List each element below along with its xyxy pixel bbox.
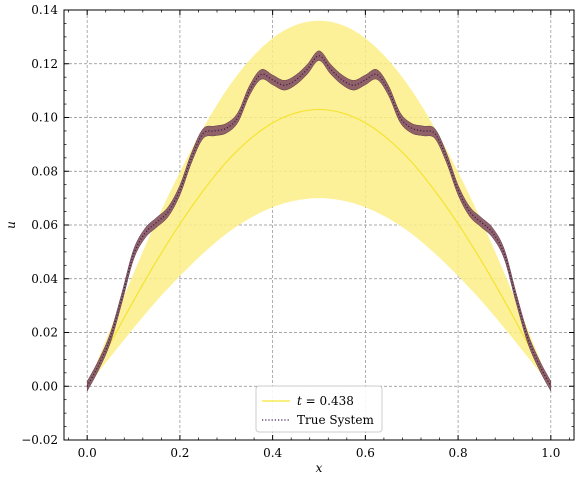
y-tick-label: 0.08 [31, 164, 58, 178]
legend-label-t-var: t [297, 394, 302, 408]
x-tick-label: 1.0 [541, 446, 560, 460]
y-tick-label: −0.02 [21, 433, 58, 447]
series-line-true-system [86, 55, 552, 387]
x-tick-label: 0.2 [170, 446, 189, 460]
y-tick-label: 0.00 [31, 379, 58, 393]
legend-label-t-value: = 0.438 [306, 394, 354, 408]
legend-label-t: t = 0.438 [297, 394, 354, 408]
legend-box [255, 385, 383, 433]
y-tick-label: 0.02 [31, 326, 58, 340]
x-tick-label: 0.6 [356, 446, 375, 460]
x-tick-label: 0.4 [263, 446, 282, 460]
ticks: 0.0 0.2 0.4 0.6 0.8 1.0 −0.02 0.00 0.02 0.04 0.06 0… [21, 3, 574, 460]
y-axis-label: u [4, 221, 18, 229]
legend: t = 0.438 True System [255, 385, 383, 433]
y-tick-label: 0.12 [31, 57, 58, 71]
y-tick-label: 0.04 [31, 272, 58, 286]
x-axis-label: x [316, 461, 323, 475]
prediction-uncertainty-band [87, 20, 551, 387]
plot-area [86, 20, 552, 392]
y-tick-label: 0.14 [31, 3, 58, 17]
y-tick-label: 0.10 [31, 111, 58, 125]
legend-label-true-system: True System [297, 413, 374, 427]
true-system-band [86, 50, 552, 392]
y-tick-label: 0.06 [31, 218, 58, 232]
x-tick-label: 0.8 [449, 446, 468, 460]
series-line-prediction [86, 108, 552, 387]
x-tick-label: 0.0 [78, 446, 97, 460]
